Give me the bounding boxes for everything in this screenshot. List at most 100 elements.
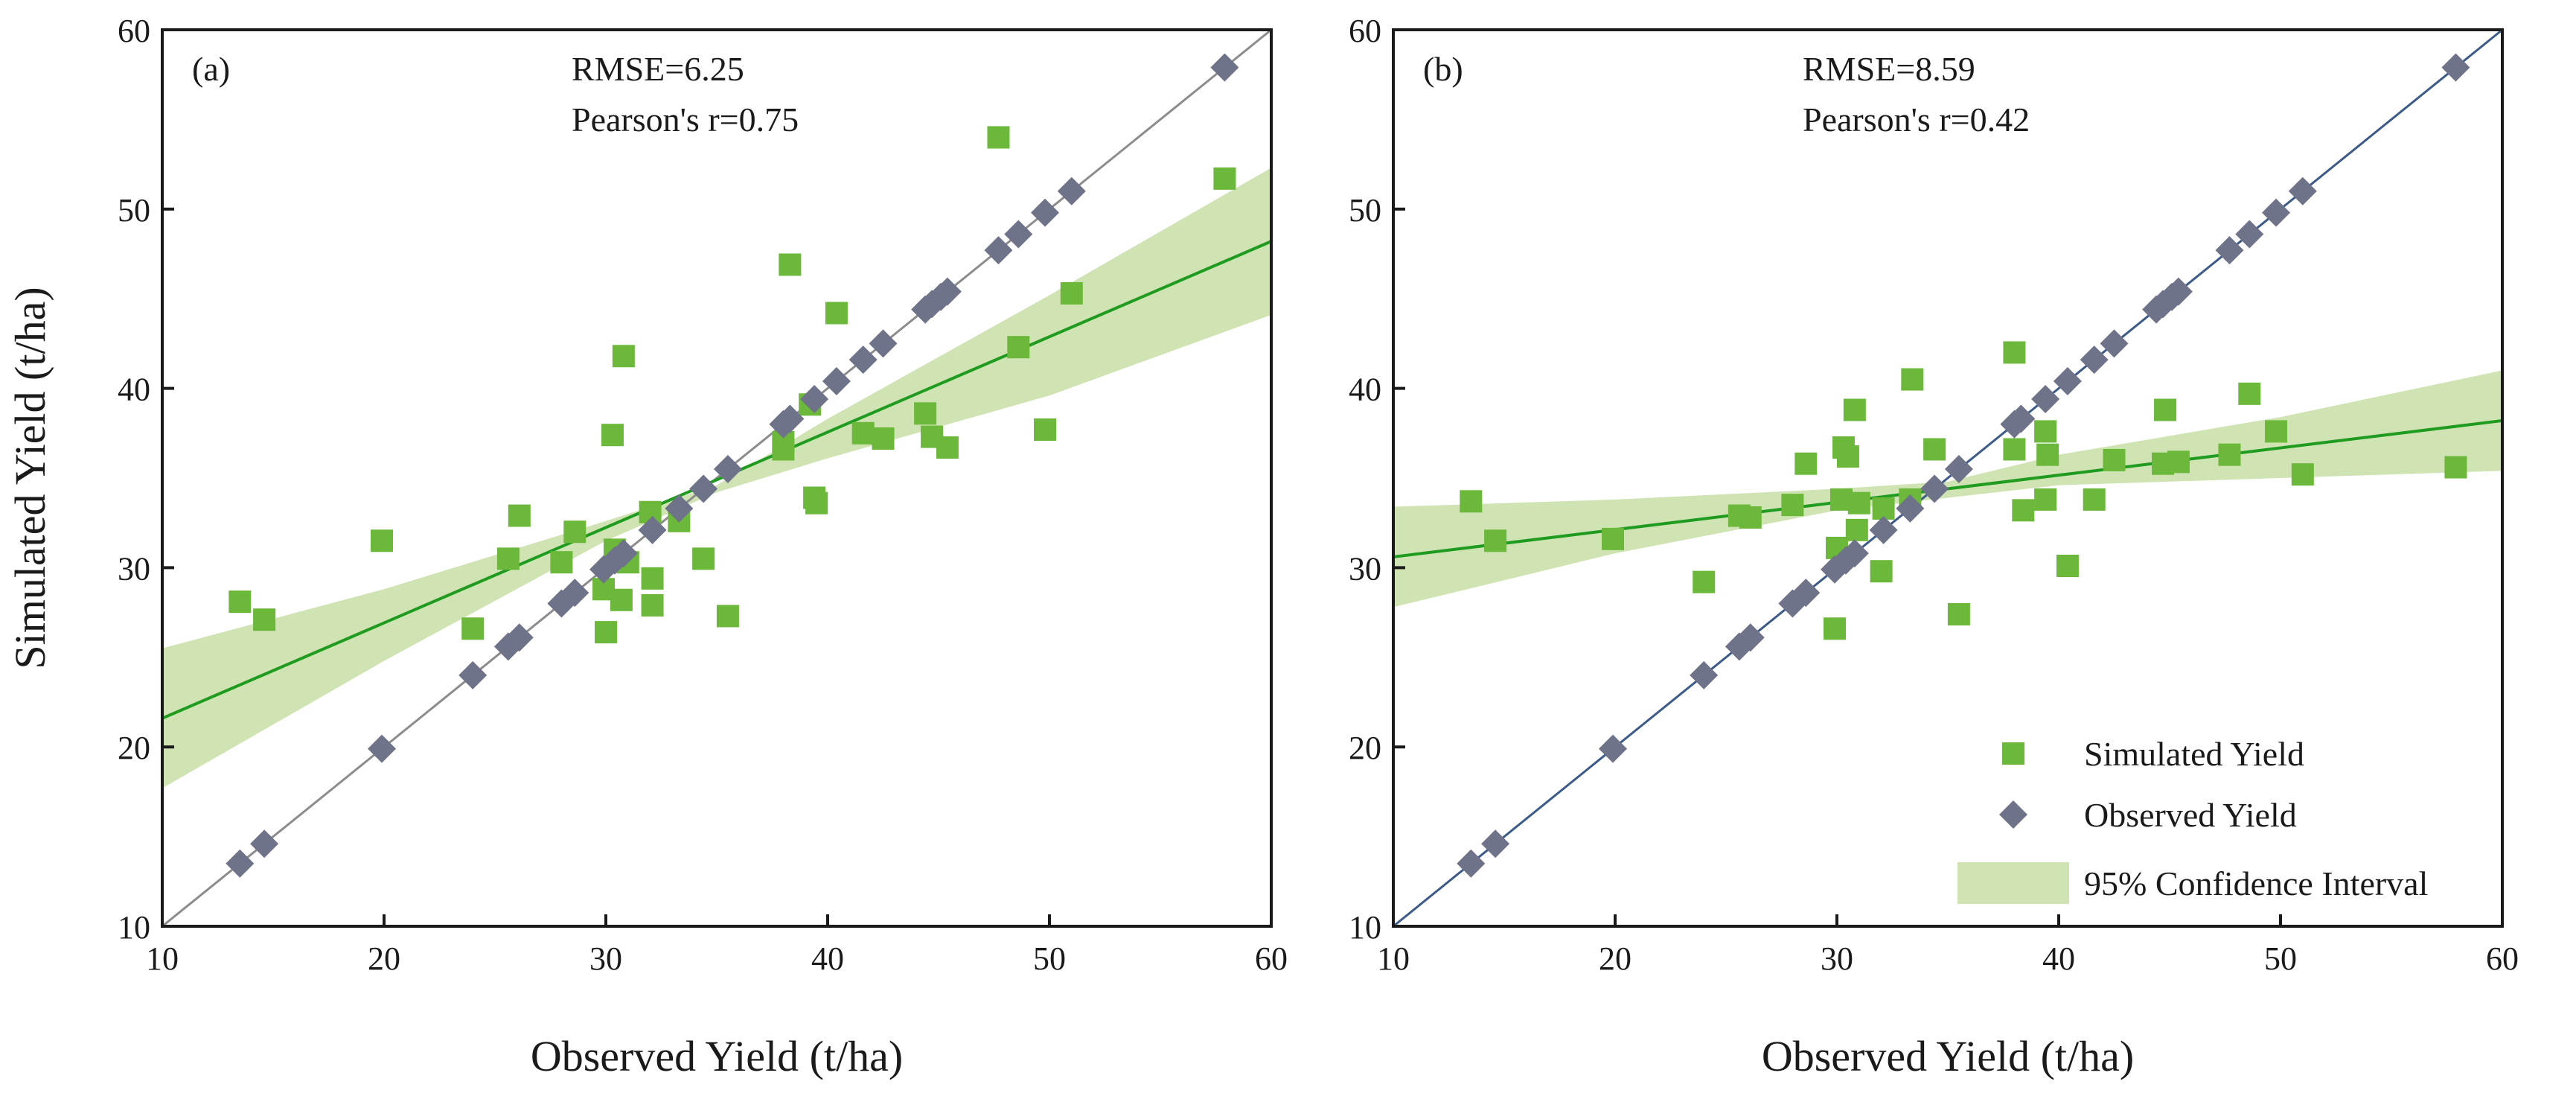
simulated-point	[1824, 617, 1847, 640]
x-tick-label: 20	[1599, 940, 1631, 977]
observed-point	[2080, 345, 2109, 375]
simulated-point	[936, 436, 959, 459]
simulated-point	[2218, 443, 2241, 466]
observed-point	[2441, 53, 2470, 82]
simulated-point	[595, 621, 617, 644]
x-tick-label: 50	[1033, 940, 1066, 977]
simulated-point	[1845, 518, 1868, 541]
y-tick-label: 10	[118, 909, 150, 946]
simulated-point	[1947, 603, 1970, 626]
simulated-point	[987, 126, 1010, 149]
simulated-point	[612, 345, 635, 368]
simulated-point	[2003, 341, 2026, 364]
observed-point	[609, 539, 638, 568]
x-tick-label: 20	[368, 940, 400, 977]
observed-point	[1690, 660, 1719, 689]
legend-ci-label: 95% Confidence Interval	[2084, 864, 2428, 902]
y-tick-label: 40	[118, 372, 150, 408]
simulated-point	[563, 520, 587, 544]
observed-point	[505, 623, 534, 652]
panel-label-b: (b)	[1423, 50, 1463, 88]
simulated-point	[2012, 499, 2035, 522]
simulated-point	[914, 402, 937, 425]
simulated-point	[1843, 398, 1866, 421]
y-tick-label: 30	[1349, 550, 1381, 587]
observed-point	[2215, 236, 2244, 265]
simulated-point	[2003, 438, 2026, 461]
legend-observed-label: Observed Yield	[2084, 796, 2297, 834]
observed-point	[848, 345, 878, 375]
observed-point	[665, 494, 694, 523]
identity-line-b-layer	[1393, 28, 2503, 928]
plot-frame-b	[1392, 28, 2504, 928]
simulated-point	[2291, 463, 2314, 486]
x-tick-label: 30	[1821, 940, 1853, 977]
observed-points-a	[226, 53, 1239, 878]
observed-point	[1004, 220, 1033, 249]
observed-point	[800, 385, 829, 414]
y-tick-label: 40	[1349, 372, 1381, 408]
x-axis-title-b: Observed Yield (t/ha)	[1762, 1032, 2134, 1080]
observed-point	[984, 236, 1013, 265]
x-tick-label: 10	[1377, 940, 1410, 977]
simulated-point	[1034, 418, 1057, 441]
simulated-point	[2034, 420, 2057, 443]
identity-line-a-layer	[162, 28, 1272, 928]
observed-point	[2031, 385, 2060, 414]
simulated-point	[253, 608, 276, 631]
simulated-point	[2238, 382, 2261, 405]
y-tick-label: 50	[1349, 192, 1381, 229]
y-axis-title-a: Simulated Yield (t/ha)	[6, 287, 54, 669]
simulated-point	[872, 427, 895, 450]
simulated-point	[716, 605, 739, 628]
simulated-point	[610, 588, 633, 611]
simulated-point	[2103, 448, 2126, 471]
simulated-point	[496, 547, 520, 570]
simulated-point	[772, 438, 795, 461]
simulated-point	[550, 551, 573, 574]
simulated-point	[2036, 443, 2059, 466]
legend-simulated-label: Simulated Yield	[2084, 735, 2304, 773]
observed-point	[2288, 176, 2317, 206]
legend-ci-swatch	[1957, 862, 2069, 904]
simulated-point	[2083, 488, 2106, 511]
simulated-point	[508, 504, 531, 527]
observed-point	[1792, 579, 1821, 608]
x-tick-label: 60	[2486, 940, 2519, 977]
observed-point	[250, 829, 279, 859]
observed-point	[368, 734, 397, 763]
x-tick-label: 50	[2264, 940, 2297, 977]
x-axis-title-a: Observed Yield (t/ha)	[531, 1032, 903, 1080]
pearson-annotation-b: Pearson's r=0.42	[1803, 101, 2030, 138]
y-tick-label: 60	[118, 13, 150, 49]
x-tick-label: 10	[146, 940, 179, 977]
simulated-point	[1460, 490, 1483, 513]
observed-point	[933, 277, 962, 306]
observed-point	[1599, 734, 1628, 763]
observed-point	[2164, 277, 2193, 306]
observed-point	[1944, 454, 1973, 483]
identity-line	[1393, 28, 2503, 928]
x-tick-label: 60	[1255, 940, 1288, 977]
x-tick-label: 40	[2042, 940, 2075, 977]
observed-points-b	[1457, 53, 2470, 878]
observed-point	[560, 579, 589, 608]
y-tick-label: 20	[1349, 730, 1381, 766]
simulated-point	[461, 617, 485, 640]
observed-point	[1736, 623, 1765, 652]
observed-point	[458, 660, 488, 689]
simulated-point	[1794, 452, 1818, 475]
simulated-point	[1060, 281, 1083, 305]
simulated-point	[2034, 488, 2057, 511]
observed-point	[2262, 198, 2291, 227]
x-tick-label: 40	[811, 940, 844, 977]
simulated-point	[641, 567, 664, 590]
observed-point	[2235, 220, 2264, 249]
simulated-point	[1484, 529, 1507, 552]
observed-point	[2053, 366, 2082, 395]
simulated-point	[1007, 336, 1030, 359]
observed-point	[1869, 515, 1898, 544]
